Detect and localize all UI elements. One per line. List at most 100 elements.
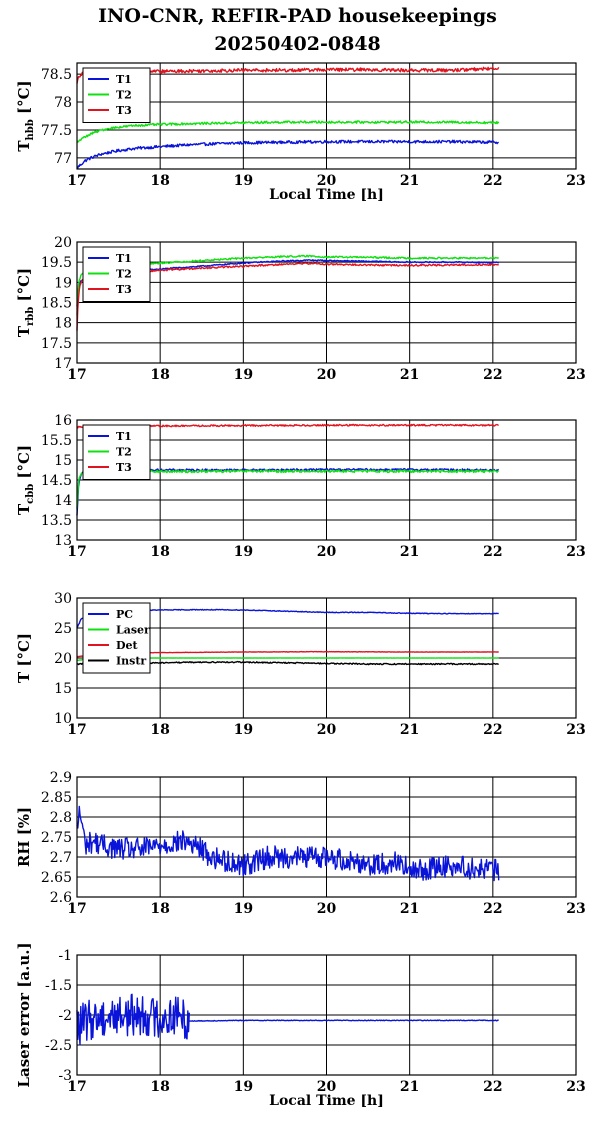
- chart-panel-5: 2.6 2.65 2.7 2.75 2.8 2.85 2.9 17 18 19 20 21 22 23 RH…: [15, 770, 586, 917]
- y-tick-label: 2.8: [50, 810, 72, 826]
- y-tick-label: 77.5: [41, 123, 72, 139]
- grid-lines: [76, 419, 577, 541]
- y-axis-label: T [°C]: [15, 633, 33, 683]
- legend-label: Det: [116, 639, 139, 652]
- y-tick-label: 13.5: [41, 513, 72, 529]
- y-tick-label: 78.5: [41, 67, 72, 83]
- series-line-t1: [76, 139, 499, 169]
- x-tick-label: 17: [67, 173, 86, 189]
- legend-label: T1: [116, 252, 132, 265]
- legend-label: T1: [116, 73, 132, 86]
- y-tick-label: 19.5: [41, 255, 72, 271]
- series-line-trace-1: [76, 805, 500, 882]
- y-tick-label: 2.6: [50, 890, 72, 906]
- plot-frame: [76, 241, 577, 364]
- y-axis-label: Trbb [°C]: [15, 268, 36, 337]
- legend: T1 T2 T3: [82, 67, 151, 123]
- legend-label: T2: [116, 268, 132, 281]
- legend: PC Laser Det Instr: [82, 602, 151, 674]
- y-tick-label: -1: [58, 948, 72, 964]
- y-tick-label: 17: [54, 356, 72, 372]
- x-tick-label: 19: [234, 544, 253, 560]
- y-tick-label: -3: [58, 1068, 72, 1084]
- grid-lines: [76, 63, 577, 169]
- y-tick-label: 15: [54, 453, 72, 469]
- legend-label: PC: [116, 608, 133, 621]
- legend-label: T2: [116, 89, 132, 102]
- x-tick-label: 18: [150, 901, 169, 917]
- x-tick-label: 20: [317, 1079, 337, 1095]
- x-tick-label: 17: [67, 722, 86, 738]
- x-tick-label: 21: [400, 722, 419, 738]
- y-tick-label: 14: [54, 493, 72, 509]
- y-tick-label: 18.5: [41, 296, 72, 312]
- legend-label: T3: [116, 283, 132, 296]
- y-tick-label: 2.9: [50, 770, 72, 786]
- chart-panel-4: 10 15 20 25 30 17 18 19 20 21 22 23 T [°C] PC Laser Det…: [15, 591, 586, 738]
- y-axis-label: Tcbb [°C]: [15, 445, 36, 515]
- y-tick-label: 17.5: [41, 336, 72, 352]
- x-tick-label: 17: [67, 367, 86, 383]
- legend-label: Instr: [116, 655, 146, 668]
- series-line-trace-2: [189, 1019, 499, 1022]
- x-tick-label: 18: [150, 173, 169, 189]
- y-axis-label: RH [%]: [15, 807, 33, 867]
- y-tick-label: 20: [54, 651, 72, 667]
- y-tick-label: 19: [54, 275, 72, 291]
- x-axis-label: Local Time [h]: [269, 1093, 384, 1109]
- y-tick-label: 2.85: [41, 790, 72, 806]
- chart-panel-1: 77 77.5 78 78.5 17 18 19 20 21 22 23 Local Time [h]…: [15, 62, 586, 203]
- x-tick-label: 22: [483, 901, 502, 917]
- grid-lines: [76, 776, 577, 898]
- x-tick-label: 22: [483, 544, 502, 560]
- y-tick-label: 30: [54, 591, 72, 607]
- y-tick-label: 15.5: [41, 433, 72, 449]
- x-tick-label: 23: [566, 544, 585, 560]
- x-tick-label: 22: [483, 367, 502, 383]
- y-tick-label: 15: [54, 681, 72, 697]
- legend: T1 T2 T3: [82, 246, 151, 302]
- x-tick-label: 20: [317, 367, 337, 383]
- series-line-trace-1: [76, 993, 190, 1046]
- x-tick-label: 20: [317, 901, 337, 917]
- plot-frame: [76, 419, 577, 541]
- legend: T1 T2 T3: [82, 424, 151, 480]
- x-tick-label: 21: [400, 173, 419, 189]
- y-tick-label: 20: [54, 235, 72, 251]
- plot-frame: [76, 62, 577, 170]
- x-tick-label: 21: [400, 367, 419, 383]
- x-tick-label: 21: [400, 544, 419, 560]
- y-tick-label: 25: [54, 621, 72, 637]
- x-tick-label: 17: [67, 1079, 86, 1095]
- x-tick-label: 18: [150, 544, 169, 560]
- y-tick-label: 77: [54, 151, 72, 167]
- y-tick-label: 2.7: [50, 850, 72, 866]
- y-tick-label: -1.5: [45, 978, 72, 994]
- y-tick-label: -2: [58, 1008, 72, 1024]
- x-tick-label: 22: [483, 1079, 502, 1095]
- x-tick-label: 23: [566, 722, 585, 738]
- x-tick-label: 20: [317, 722, 337, 738]
- legend-label: T3: [116, 461, 132, 474]
- chart-panel-2: 17 17.5 18 18.5 19 19.5 20 17 18 19 20 21 22 23 Trbb […: [15, 235, 586, 383]
- plot-frame: [76, 776, 577, 898]
- legend-label: T1: [116, 430, 132, 443]
- x-axis-label: Local Time [h]: [269, 187, 384, 203]
- y-axis-label: Thbb [°C]: [15, 80, 36, 151]
- plot-frame: [76, 954, 577, 1076]
- x-tick-label: 20: [317, 173, 337, 189]
- x-tick-label: 23: [566, 901, 585, 917]
- chart-subtitle: 20250402-0848: [214, 33, 381, 55]
- chart-panel-3: 13 13.5 14 14.5 15 15.5 16 17 18 19 20 21 22 23 Tcbb […: [15, 413, 586, 560]
- x-tick-label: 19: [234, 173, 253, 189]
- x-tick-label: 18: [150, 367, 169, 383]
- x-tick-label: 22: [483, 722, 502, 738]
- x-tick-label: 17: [67, 901, 86, 917]
- x-tick-label: 18: [150, 722, 169, 738]
- y-axis-label: Laser error [a.u.]: [15, 942, 33, 1087]
- x-tick-label: 21: [400, 1079, 419, 1095]
- grid-lines: [76, 954, 577, 1076]
- plot-frame: [76, 597, 577, 719]
- y-tick-label: 18: [54, 316, 72, 332]
